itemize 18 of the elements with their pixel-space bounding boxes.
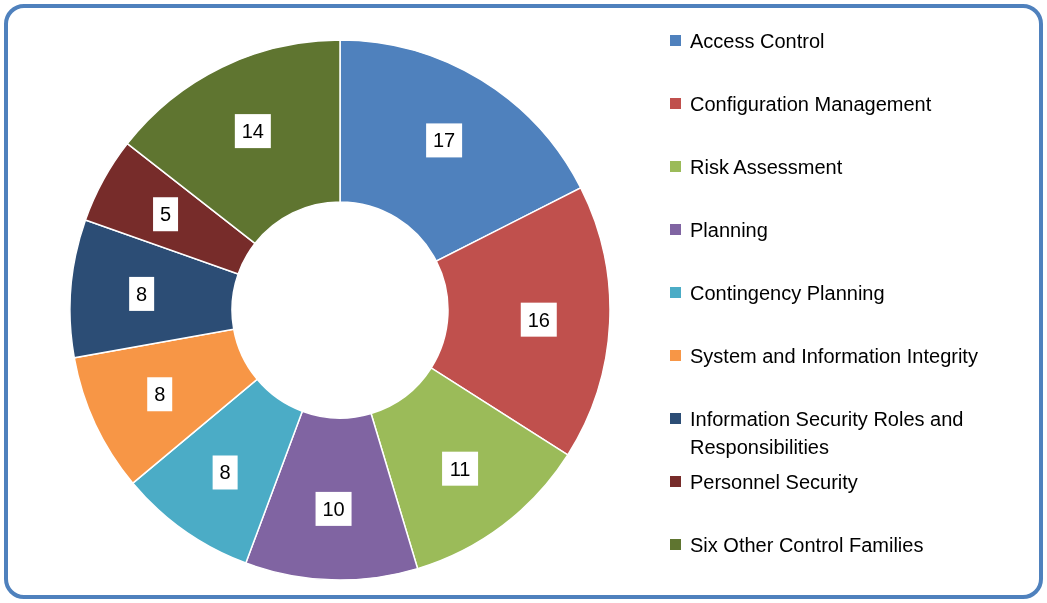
legend-label: Personnel Security bbox=[690, 471, 858, 493]
data-label: 16 bbox=[527, 308, 550, 331]
legend-label: Risk Assessment bbox=[690, 156, 843, 178]
data-label: 5 bbox=[159, 203, 172, 226]
data-label: 8 bbox=[219, 461, 231, 484]
data-label: 14 bbox=[241, 120, 264, 143]
legend-label: Six Other Control Families bbox=[690, 534, 924, 556]
data-label: 8 bbox=[136, 282, 148, 305]
data-label: 17 bbox=[432, 129, 456, 152]
legend-label: Configuration Management bbox=[690, 93, 932, 115]
legend-label: Access Control bbox=[690, 30, 825, 52]
legend-label: Planning bbox=[690, 219, 768, 241]
data-label: 10 bbox=[322, 497, 345, 520]
legend-label: Contingency Planning bbox=[690, 282, 885, 304]
data-label: 11 bbox=[449, 457, 471, 480]
legend-label: Information Security Roles and Responsibilities bbox=[690, 408, 964, 458]
data-label: 8 bbox=[154, 383, 166, 406]
legend-label: System and Information Integrity bbox=[690, 345, 978, 367]
